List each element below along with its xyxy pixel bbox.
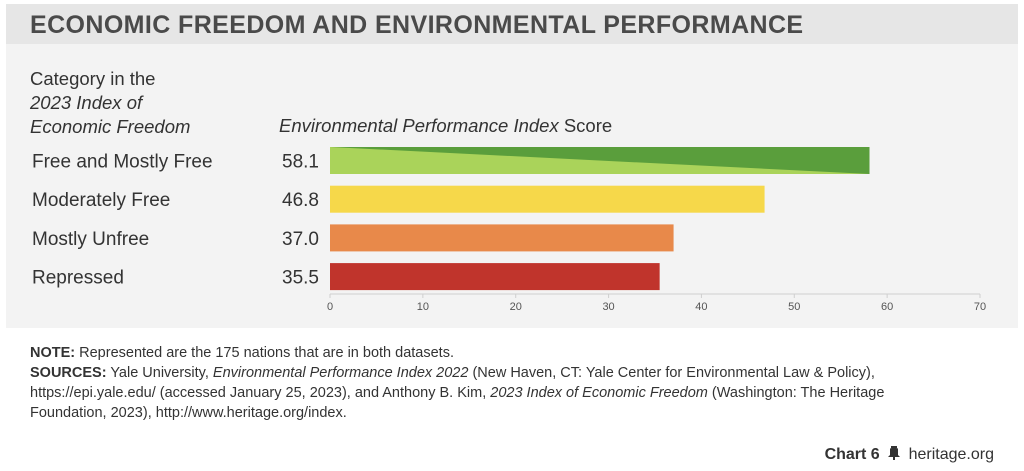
score-column-header: Environmental Performance Index Score [279, 115, 612, 137]
sources-text-2: Environmental Performance Index 2022 [212, 365, 469, 381]
value-label: 35.5 [282, 268, 319, 289]
notes-block: NOTE: Represented are the 175 nations th… [30, 343, 960, 423]
sources-line: SOURCES: Yale University, Environmental … [30, 363, 960, 423]
category-header-line3: Economic Freedom [30, 116, 191, 137]
x-tick-label: 70 [974, 301, 986, 313]
note-label: NOTE: [30, 345, 76, 361]
sources-text-1: Yale University, [106, 365, 213, 381]
bar [330, 185, 765, 213]
bars-layer: Free and Mostly Free 58.1 Moderately Free 4… [32, 147, 870, 291]
value-label: 37.0 [282, 229, 319, 250]
sources-text-5: (Washington: The Heritage Foundation, 20… [30, 385, 885, 421]
value-label: 58.1 [282, 152, 319, 173]
x-tick-label: 0 [327, 301, 333, 313]
category-header-line2: 2023 Index of [30, 92, 143, 113]
x-tick-label: 20 [510, 301, 522, 313]
x-tick-label: 10 [417, 301, 429, 313]
footer: Chart 6 heritage.org [825, 446, 994, 464]
sources-text-4: 2023 Index of Economic Freedom [490, 385, 708, 401]
x-tick-label: 50 [788, 301, 800, 313]
x-tick-label: 40 [695, 301, 707, 313]
bar-chart: Free and Mostly Free 58.1 Moderately Free 4… [32, 147, 986, 313]
score-header-plain: Score [558, 115, 613, 136]
score-header-italic: Environmental Performance Index [279, 115, 559, 136]
category-column-header: Category in the 2023 Index of Economic F… [30, 67, 190, 139]
bar [330, 224, 674, 252]
category-label: Repressed [32, 268, 124, 289]
category-label: Mostly Unfree [32, 229, 149, 250]
bar-highlight [330, 147, 870, 174]
value-label: 46.8 [282, 190, 319, 211]
sources-text-3: (New Haven, CT: Yale Center for Environm… [30, 365, 875, 401]
x-axis: 0 10 20 30 40 50 60 70 [327, 293, 986, 313]
category-header-line1: Category in the [30, 68, 156, 89]
heritage-link[interactable]: heritage.org [908, 446, 994, 463]
chart-title: ECONOMIC FREEDOM AND ENVIRONMENTAL PERFO… [30, 11, 804, 39]
note-line: NOTE: Represented are the 175 nations th… [30, 343, 960, 363]
title-bar: ECONOMIC FREEDOM AND ENVIRONMENTAL PERFO… [6, 4, 1018, 44]
sources-label: SOURCES: [30, 365, 107, 381]
liberty-bell-icon [888, 446, 901, 460]
bar [330, 263, 660, 291]
category-label: Free and Mostly Free [32, 152, 213, 173]
note-text: Represented are the 175 nations that are… [75, 345, 454, 361]
category-label: Moderately Free [32, 190, 170, 211]
x-tick-label: 60 [881, 301, 893, 313]
x-tick-label: 30 [602, 301, 614, 313]
chart-number: Chart 6 [824, 446, 880, 463]
